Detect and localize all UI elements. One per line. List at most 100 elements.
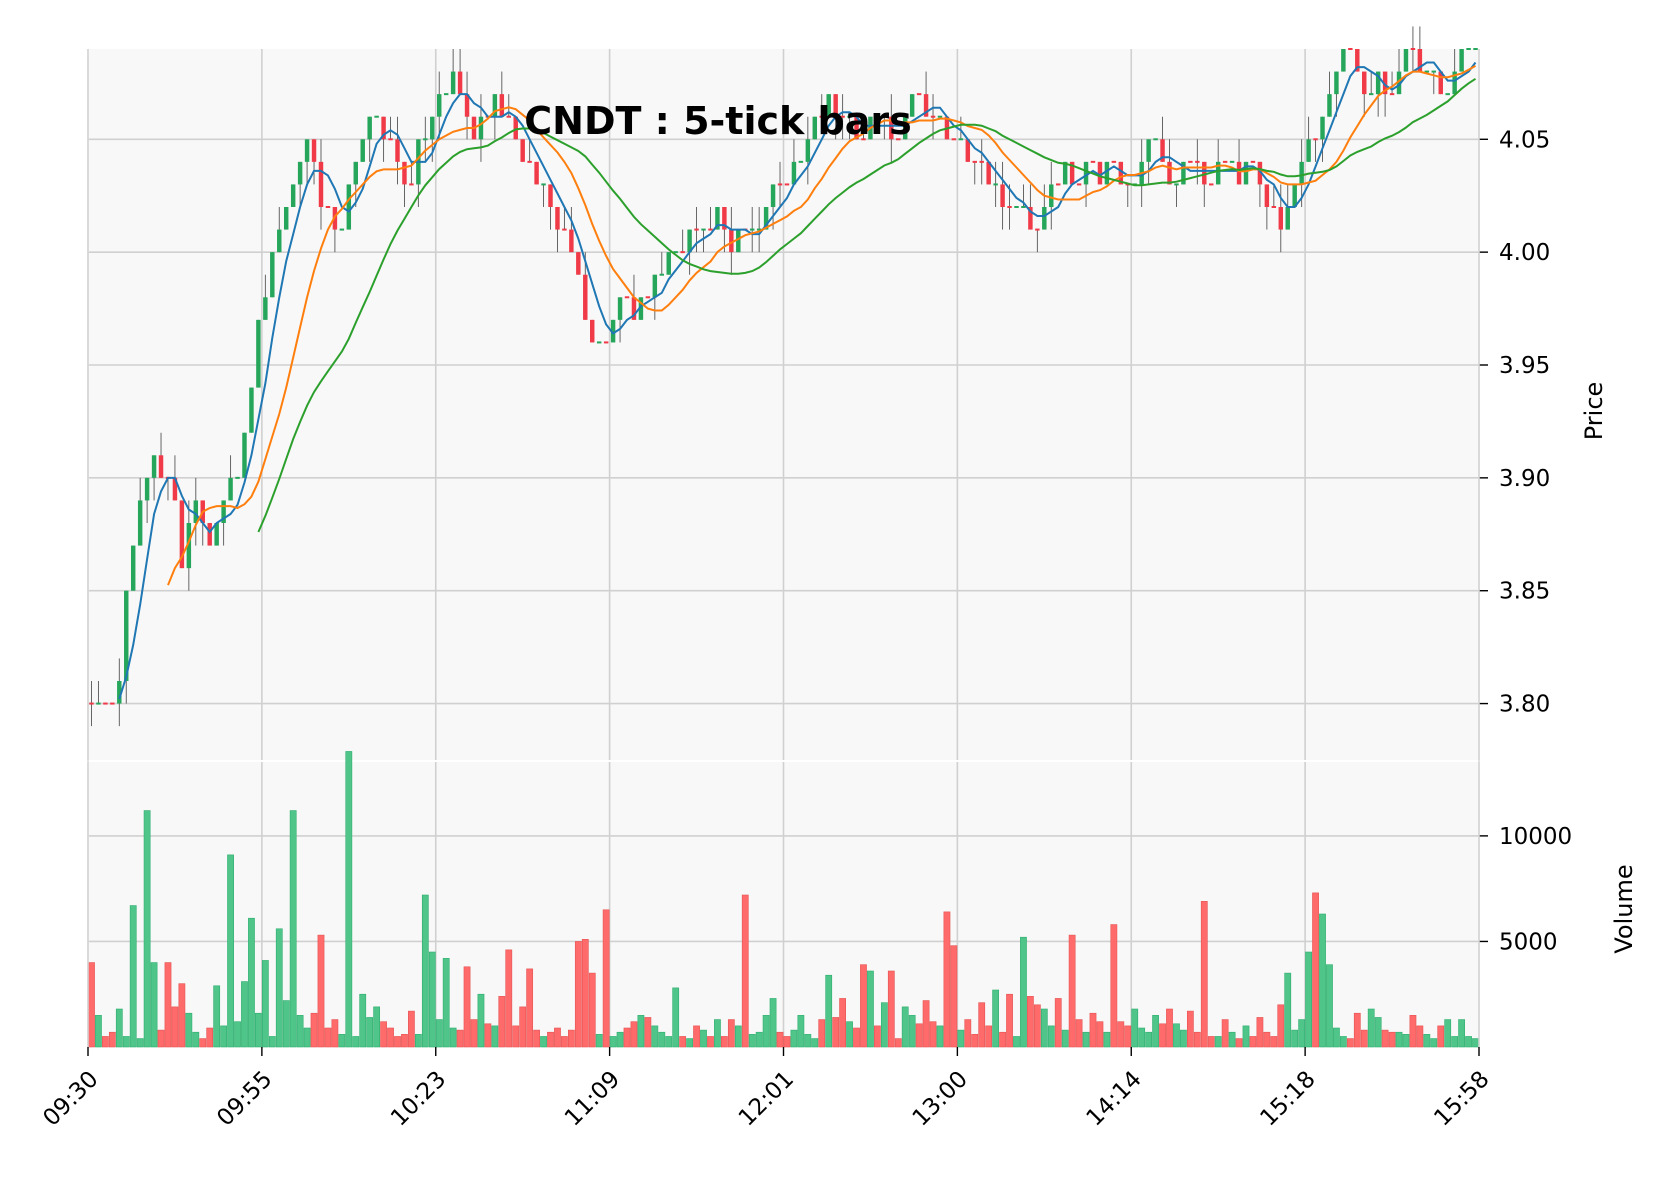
volume-bar	[1298, 1019, 1306, 1048]
candle-body	[1348, 48, 1353, 50]
volume-bar	[150, 962, 158, 1048]
candle-body	[1368, 93, 1374, 96]
volume-bar	[540, 1036, 547, 1048]
candle-body	[1431, 70, 1437, 73]
volume-bar	[853, 1027, 860, 1048]
candle-body	[1209, 183, 1214, 186]
candle-body	[1236, 161, 1242, 185]
candle-body	[896, 138, 901, 141]
volume-bar	[1381, 1029, 1389, 1048]
volume-bar	[338, 1034, 346, 1048]
candle-body	[1000, 184, 1005, 207]
volume-bar	[1444, 1019, 1452, 1048]
volume-bar	[567, 1029, 575, 1048]
candle-body	[1320, 116, 1325, 140]
volume-bar	[1221, 1019, 1229, 1048]
candle-body	[130, 545, 136, 591]
candle-body	[1049, 184, 1054, 207]
volume-bar	[734, 1025, 742, 1048]
volume-bar	[867, 970, 874, 1048]
candle-body	[1181, 161, 1186, 185]
volume-bar	[136, 1038, 144, 1048]
candle-body	[360, 139, 365, 162]
candle-body	[1229, 160, 1235, 163]
volume-bar	[623, 1027, 631, 1048]
candle-body	[1355, 49, 1360, 72]
candle-body	[972, 160, 977, 163]
candle-body	[144, 477, 150, 501]
volume-bar	[1068, 934, 1076, 1048]
candle-body	[124, 590, 129, 681]
volume-bar	[964, 1019, 972, 1048]
candle-body	[235, 476, 240, 479]
candle-body	[562, 228, 567, 231]
volume-bar	[241, 981, 248, 1048]
candle-body	[708, 228, 713, 231]
candle-body	[1271, 206, 1277, 208]
volume-bar	[261, 960, 269, 1048]
volume-bar	[1047, 1025, 1055, 1048]
candle-body	[402, 161, 407, 185]
candle-body	[1195, 160, 1200, 163]
candle-body	[1306, 139, 1311, 162]
candle-body	[374, 115, 379, 118]
candle-body	[256, 319, 261, 388]
candle-body	[1035, 228, 1040, 231]
candle-body	[1042, 207, 1047, 230]
candle-body	[1028, 207, 1033, 230]
candle-body	[1396, 71, 1402, 95]
volume-bar	[366, 1017, 374, 1048]
candle-body	[527, 160, 532, 163]
x-tick-label: 09:55	[212, 1066, 277, 1131]
volume-bar	[310, 1012, 318, 1048]
candle-body	[478, 116, 484, 140]
volume-bar	[595, 1034, 603, 1048]
candle-body	[826, 94, 831, 117]
volume-bar	[352, 1036, 360, 1048]
candle-body	[1062, 161, 1068, 185]
volume-bar	[609, 1036, 617, 1048]
candle-body	[430, 116, 435, 140]
candle-body	[1188, 160, 1193, 163]
candle-body	[450, 71, 456, 95]
volume-bar	[1263, 1031, 1271, 1048]
volume-bar	[894, 1038, 902, 1048]
volume-bar	[1416, 1025, 1424, 1048]
candle-body	[847, 115, 852, 118]
candle-body	[1445, 93, 1450, 96]
candle-body	[1076, 183, 1082, 186]
volume-bar	[143, 810, 151, 1048]
candle-body	[1438, 71, 1443, 95]
volume-bar	[936, 1025, 944, 1048]
volume-bar	[1033, 1004, 1041, 1048]
candle-body	[882, 115, 887, 118]
volume-axis-label: Volume	[1610, 864, 1638, 953]
volume-bar	[88, 962, 95, 1048]
volume-bar	[644, 1017, 652, 1048]
candle-body	[680, 251, 685, 254]
volume-bar	[157, 1029, 165, 1048]
volume-bar	[526, 968, 534, 1048]
volume-bar	[727, 1019, 735, 1048]
volume-bar	[1124, 1025, 1132, 1048]
candle-body	[1389, 93, 1395, 96]
volume-bar	[115, 1008, 123, 1048]
volume-bar	[1423, 1034, 1431, 1048]
candle-body	[158, 455, 164, 478]
volume-bar	[922, 1000, 930, 1048]
volume-bar	[213, 985, 221, 1048]
volume-bar	[435, 1019, 443, 1048]
volume-bar	[533, 1029, 540, 1048]
volume-bar	[1075, 1019, 1083, 1048]
candle-body	[722, 207, 727, 230]
volume-bar	[707, 1036, 714, 1048]
candle-body	[1459, 49, 1464, 72]
volume-bar	[630, 1021, 638, 1048]
candle-body	[603, 341, 609, 344]
volume-bar	[588, 972, 596, 1048]
candle-body	[729, 229, 734, 253]
candle-body	[117, 681, 122, 704]
volume-bar	[1270, 1036, 1278, 1048]
candle-body	[777, 183, 783, 186]
